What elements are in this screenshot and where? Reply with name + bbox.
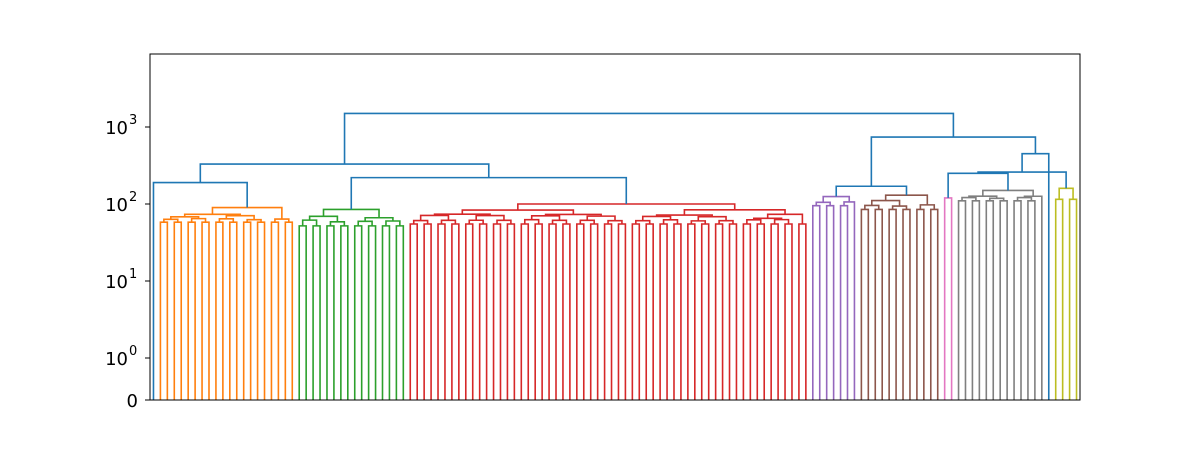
dendrogram-link — [187, 221, 196, 400]
dendrogram-link — [770, 223, 779, 400]
dendrogram-link — [576, 223, 585, 400]
dendrogram-link — [982, 189, 1034, 197]
dendrogram-link — [173, 221, 183, 400]
dendrogram-link — [229, 221, 238, 400]
dendrogram-link — [811, 204, 821, 400]
dendrogram-link — [617, 223, 627, 400]
dendrogram-link — [985, 200, 995, 400]
dendrogram-link — [687, 223, 696, 400]
dendrogram-link — [520, 223, 530, 400]
dendrogram-link — [423, 223, 432, 400]
dendrogram-link — [381, 225, 391, 400]
dendrogram-link — [326, 225, 335, 400]
dendrogram-link — [270, 221, 280, 400]
dendrogram-link — [784, 223, 793, 400]
dendrogram-link — [534, 223, 543, 400]
dendrogram-link — [1058, 187, 1074, 200]
dendrogram-link — [464, 223, 474, 400]
dendrogram-link — [340, 225, 349, 400]
dendrogram-link — [298, 225, 307, 400]
dendrogram-link — [589, 223, 599, 400]
dendrogram-link — [1068, 198, 1078, 400]
dendrogram-link — [451, 223, 460, 400]
y-tick-exponent: 1 — [129, 267, 137, 282]
dendrogram-link — [199, 163, 490, 183]
dendrogram-link — [839, 204, 849, 400]
dendrogram-link — [603, 223, 613, 400]
dendrogram-link — [1054, 198, 1064, 400]
dendrogram-link — [673, 223, 682, 400]
dendrogram-link — [312, 225, 321, 400]
dendrogram-link — [714, 223, 724, 400]
dendrogram-link — [506, 223, 516, 400]
dendrogram-link — [308, 215, 339, 222]
dendrogram-link — [1013, 200, 1022, 400]
dendrogram-link — [367, 225, 377, 400]
dendrogram-link — [742, 223, 752, 400]
dendrogram-link — [1023, 195, 1043, 400]
dendrogram-link — [562, 223, 571, 400]
dendrogram-link — [201, 221, 210, 400]
dendrogram-link — [215, 221, 224, 400]
dendrogram-link — [437, 223, 446, 400]
dendrogram-link — [888, 208, 897, 400]
dendrogram-link — [860, 208, 870, 400]
dendrogram-link — [999, 200, 1008, 400]
dendrogram-link — [159, 221, 169, 400]
y-tick-label: 10 — [105, 349, 128, 370]
dendrogram-link — [256, 221, 266, 400]
dendrogram-links — [152, 112, 1078, 400]
dendrogram-link — [659, 223, 668, 400]
dendrogram-link — [798, 223, 807, 400]
dendrogram-link — [409, 223, 419, 400]
dendrogram-link — [929, 208, 939, 400]
dendrogram-link — [478, 223, 488, 400]
dendrogram-link — [631, 223, 641, 400]
plot-frame — [149, 53, 1081, 401]
dendrogram-link — [756, 223, 766, 400]
y-tick-exponent: 0 — [129, 344, 137, 359]
dendrogram-link — [284, 221, 294, 400]
dendrogram-link — [728, 223, 738, 400]
dendrogram-link — [947, 172, 1009, 198]
dendrogram-link — [971, 200, 981, 400]
dendrogram-link — [902, 208, 911, 400]
dendrogram-link — [825, 204, 835, 400]
dendrogram-link — [874, 208, 884, 400]
dendrogram-link — [395, 225, 405, 400]
dendrogram-link — [957, 200, 967, 400]
dendrogram-link — [977, 171, 1067, 189]
dendrogram-link — [353, 225, 363, 400]
y-tick-exponent: 2 — [129, 190, 137, 205]
dendrogram-link — [492, 223, 502, 400]
dendrogram-link — [645, 223, 654, 400]
dendrogram-link — [943, 197, 953, 400]
y-tick-label: 10 — [105, 272, 128, 293]
dendrogram-link — [242, 221, 252, 400]
y-tick-label: 10 — [105, 195, 128, 216]
dendrogram-link — [700, 223, 710, 400]
dendrogram-link — [916, 208, 925, 400]
dendrogram-link — [211, 206, 283, 220]
y-tick-label: 0 — [127, 391, 138, 412]
dendrogram-link — [870, 136, 1037, 187]
dendrogram-link — [548, 223, 557, 400]
dendrogram-link — [1027, 200, 1036, 400]
y-tick-exponent: 3 — [129, 113, 137, 128]
y-tick-label: 10 — [105, 118, 128, 139]
dendrogram-link — [301, 219, 318, 226]
dendrogram-link — [343, 112, 955, 165]
dendrogram-link — [843, 201, 856, 400]
